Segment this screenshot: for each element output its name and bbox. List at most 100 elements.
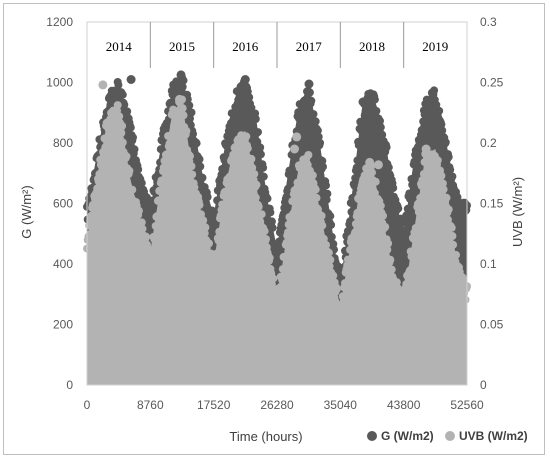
data-point [325, 262, 334, 271]
y-right-tick-label: 0.05 [480, 318, 504, 332]
data-point [167, 131, 175, 140]
data-point [156, 145, 165, 154]
data-point [400, 296, 409, 305]
data-point [448, 172, 457, 181]
data-point [311, 185, 320, 194]
data-point [433, 156, 442, 165]
data-point [406, 189, 415, 198]
data-point [98, 157, 107, 166]
data-point [404, 274, 413, 283]
data-point [339, 297, 348, 306]
data-point [179, 111, 188, 120]
data-point [100, 134, 109, 143]
data-point [322, 241, 330, 249]
data-point [437, 120, 446, 129]
data-point [134, 165, 143, 174]
data-point [151, 222, 160, 230]
data-point [373, 160, 383, 170]
data-point [311, 117, 320, 126]
data-point [329, 271, 338, 280]
data-point [309, 110, 318, 119]
data-point [201, 223, 210, 232]
y-left-tick-label: 600 [53, 197, 73, 211]
data-point [117, 129, 126, 137]
data-point [446, 165, 455, 174]
data-point [259, 163, 268, 172]
data-point [389, 184, 398, 192]
tick-labels: 0 8760 17520 26280 35040 43800 52560 0 200 400 600… [46, 15, 503, 412]
legend-marker-uvb [445, 431, 455, 441]
x-tick-label: 52560 [450, 398, 484, 412]
data-point [259, 172, 268, 181]
data-point [350, 181, 359, 190]
data-point [408, 252, 417, 261]
data-point [93, 184, 102, 193]
data-point [247, 103, 256, 112]
y-axis-left-title: G (W/m²) [19, 185, 34, 238]
data-point [128, 185, 137, 194]
data-point [221, 189, 230, 198]
data-point [419, 170, 428, 178]
year-label: 2016 [232, 39, 259, 54]
x-tick-label: 8760 [137, 398, 164, 412]
data-point [178, 104, 187, 113]
x-tick-label: 43800 [387, 398, 421, 412]
data-point [163, 150, 172, 158]
data-point [195, 201, 204, 209]
data-point [419, 117, 428, 126]
y-left-tick-label: 200 [53, 318, 73, 332]
data-point [316, 138, 325, 147]
data-point [282, 238, 291, 247]
data-point [218, 203, 227, 212]
data-point [305, 88, 314, 97]
data-point [134, 206, 143, 215]
y-right-tick-label: 0.15 [480, 197, 504, 211]
data-point [408, 180, 417, 189]
data-point [252, 180, 261, 189]
data-point [387, 265, 396, 274]
data-point [461, 295, 470, 304]
data-point [419, 176, 428, 185]
y-axis-right-title: UVB (W/m²) [510, 177, 525, 247]
data-point [199, 216, 208, 225]
data-point [353, 208, 362, 217]
data-point [403, 282, 412, 291]
data-point [245, 93, 254, 102]
data-point [341, 279, 349, 288]
data-point [257, 210, 266, 219]
data-point [383, 245, 392, 254]
data-point [268, 223, 277, 232]
data-point [256, 143, 265, 152]
data-point [187, 162, 196, 171]
year-label: 2018 [359, 39, 385, 54]
data-point [444, 153, 453, 161]
data-point [123, 107, 132, 116]
data-point [376, 116, 384, 125]
data-point [368, 168, 376, 177]
data-point [353, 156, 362, 165]
y-right-tick-label: 0.3 [480, 15, 497, 29]
data-point [226, 172, 235, 181]
data-point [323, 189, 332, 198]
data-point [254, 128, 262, 137]
data-point [254, 202, 263, 211]
data-point [192, 139, 201, 148]
data-point [281, 253, 289, 262]
data-point [115, 112, 124, 121]
legend-marker-g [367, 431, 377, 441]
data-point [235, 99, 244, 108]
y-right-tick-label: 0.2 [480, 136, 497, 150]
y-right-tick-label: 0 [480, 378, 487, 392]
data-point [176, 70, 186, 80]
series-uvb [83, 80, 471, 385]
data-point [214, 236, 223, 245]
data-point [372, 107, 381, 115]
data-point [313, 126, 322, 135]
data-point [266, 208, 275, 217]
data-point [435, 106, 444, 115]
data-point [251, 193, 260, 202]
y-left-tick-label: 800 [53, 136, 73, 150]
data-point [362, 109, 371, 118]
data-point [186, 114, 194, 123]
data-point [188, 170, 197, 179]
